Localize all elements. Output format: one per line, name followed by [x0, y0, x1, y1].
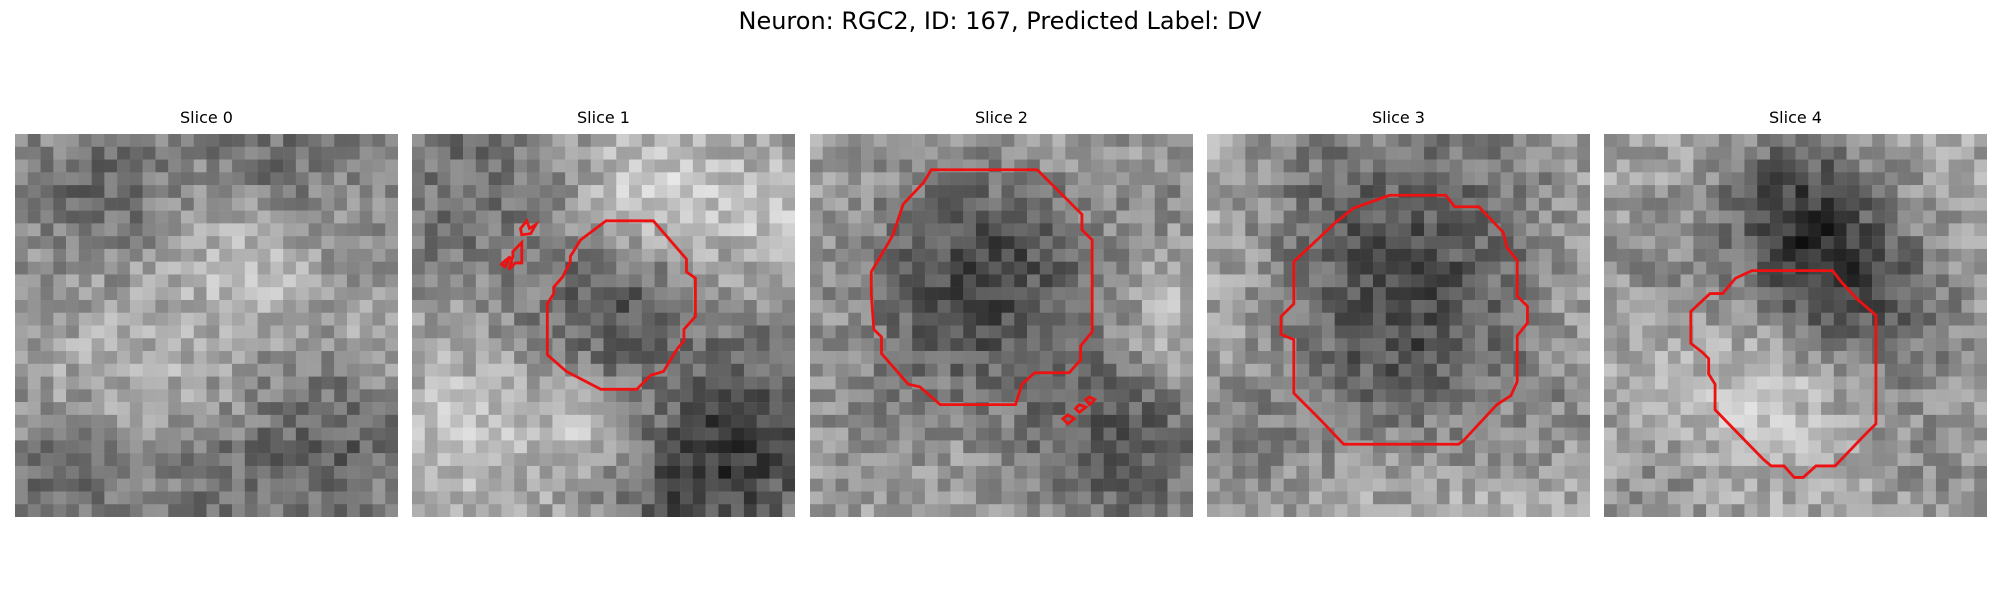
slice-title: Slice 2 [975, 108, 1028, 127]
contour-fragment [1073, 403, 1089, 415]
cell-contour [1279, 193, 1529, 446]
contour-fragment [1060, 413, 1077, 426]
slice-image [1604, 134, 1987, 517]
slice-image [15, 134, 398, 517]
slice-image [412, 134, 795, 517]
contour-fragment [499, 255, 512, 269]
figure-title: Neuron: RGC2, ID: 167, Predicted Label: … [738, 7, 1262, 35]
contour-fragment [519, 217, 540, 237]
cell-contour [869, 168, 1094, 407]
slice-title: Slice 1 [577, 108, 630, 127]
grayscale-pixel-grid [1604, 134, 1987, 517]
grayscale-pixel-grid [412, 134, 795, 517]
cell-contour [1689, 269, 1878, 479]
grayscale-pixel-grid [15, 134, 398, 517]
cell-contour [545, 219, 697, 391]
contour-fragment [1083, 395, 1098, 407]
slice-title: Slice 0 [180, 108, 233, 127]
slice-image [810, 134, 1193, 517]
slice-title: Slice 4 [1769, 108, 1822, 127]
slice-image [1207, 134, 1590, 517]
grayscale-pixel-grid [810, 134, 1193, 517]
grayscale-pixel-grid [1207, 134, 1590, 517]
contour-fragment [507, 239, 524, 271]
slice-title: Slice 3 [1372, 108, 1425, 127]
